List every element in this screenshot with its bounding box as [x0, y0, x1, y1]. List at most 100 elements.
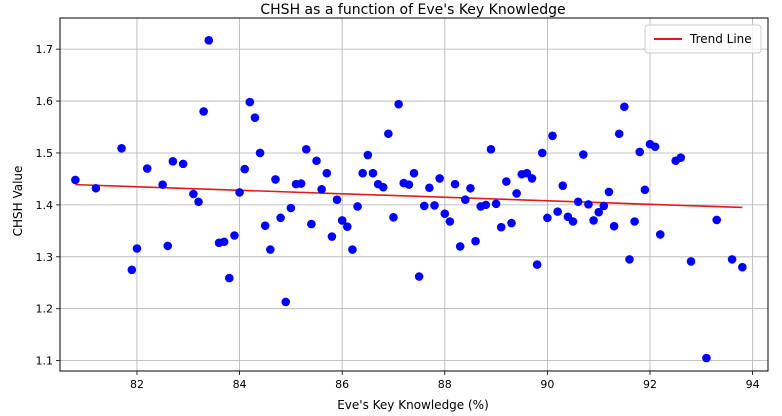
- data-point: [301, 145, 311, 154]
- data-point: [640, 185, 650, 195]
- data-point: [450, 179, 460, 189]
- points-layer: [71, 36, 747, 363]
- data-point: [250, 113, 260, 122]
- data-point: [204, 36, 214, 45]
- data-point: [266, 245, 275, 254]
- data-point: [620, 102, 629, 112]
- data-point: [240, 164, 249, 174]
- data-point: [230, 231, 239, 240]
- x-tick-label: 90: [540, 378, 554, 391]
- data-point: [425, 183, 434, 193]
- data-point: [712, 215, 721, 225]
- data-point: [194, 197, 203, 207]
- chart-title: CHSH as a function of Eve's Key Knowledg…: [260, 2, 565, 18]
- data-point: [573, 197, 583, 207]
- data-point: [271, 175, 280, 184]
- data-point: [358, 168, 367, 178]
- axes-layer: [59, 17, 769, 372]
- data-point: [158, 180, 167, 189]
- data-point: [368, 168, 378, 178]
- data-point: [543, 213, 552, 223]
- data-point: [117, 143, 126, 153]
- x-tick-label: 82: [130, 378, 144, 391]
- plot-frame: [59, 17, 769, 372]
- data-point: [738, 262, 747, 272]
- data-point: [255, 148, 265, 158]
- x-tick-label: 92: [643, 378, 657, 391]
- data-point: [394, 99, 403, 109]
- legend-trend-label: Trend Line: [689, 32, 752, 46]
- data-point: [127, 265, 137, 275]
- data-point: [702, 353, 711, 363]
- data-point: [317, 185, 326, 194]
- x-tick-label: 88: [438, 378, 452, 391]
- x-axis-label: Eve's Key Knowledge (%): [337, 398, 489, 412]
- y-tick-label: 1.1: [36, 355, 54, 368]
- data-point: [168, 156, 178, 166]
- data-point: [650, 142, 660, 152]
- data-point: [235, 188, 244, 197]
- data-point: [599, 201, 609, 211]
- data-point: [568, 217, 578, 226]
- trend-layer: [75, 183, 743, 209]
- data-point: [389, 213, 398, 222]
- data-point: [537, 148, 547, 158]
- y-tick-label: 1.5: [36, 147, 54, 160]
- data-point: [199, 107, 208, 116]
- data-point: [625, 255, 634, 264]
- data-point: [312, 156, 321, 166]
- y-tick-label: 1.7: [36, 43, 54, 56]
- data-point: [189, 189, 198, 199]
- data-point: [322, 168, 332, 178]
- y-tick-label: 1.4: [36, 199, 54, 212]
- data-point: [71, 175, 80, 185]
- legend: Trend Line: [644, 24, 762, 54]
- data-point: [532, 260, 542, 269]
- x-tick-label: 94: [746, 378, 760, 391]
- data-point: [404, 180, 414, 189]
- data-point: [245, 97, 255, 107]
- data-point: [502, 177, 511, 186]
- data-point: [548, 131, 557, 141]
- data-point: [507, 218, 516, 228]
- data-point: [414, 272, 424, 281]
- data-point: [132, 244, 142, 253]
- data-point: [327, 232, 337, 241]
- data-point: [353, 202, 362, 211]
- data-point: [686, 257, 696, 266]
- data-point: [348, 245, 357, 254]
- data-point: [496, 222, 506, 232]
- data-point: [455, 242, 465, 251]
- data-point: [589, 216, 598, 225]
- data-point: [614, 129, 624, 139]
- data-point: [579, 150, 588, 159]
- grid-layer: [60, 18, 768, 371]
- data-point: [163, 241, 173, 251]
- data-point: [286, 203, 296, 213]
- data-point: [225, 273, 234, 283]
- y-tick-label: 1.2: [36, 303, 54, 316]
- x-tick-label: 84: [233, 378, 247, 391]
- data-point: [553, 207, 562, 216]
- legend-box: [644, 24, 762, 54]
- data-point: [604, 187, 614, 197]
- data-point: [219, 237, 229, 247]
- data-point: [512, 189, 521, 198]
- data-point: [91, 183, 101, 193]
- data-point: [281, 297, 291, 307]
- ticks-layer: 82 84 86 88 90 92 94 1.1 1.2 1.3 1.4 1.5 1.6 1.7: [36, 43, 760, 391]
- data-point: [635, 147, 645, 157]
- data-point: [337, 216, 347, 225]
- data-point: [435, 174, 444, 183]
- data-point: [594, 207, 603, 217]
- data-point: [727, 255, 737, 264]
- trend-line: [75, 183, 743, 209]
- data-point: [558, 181, 568, 190]
- data-point: [409, 168, 419, 178]
- data-point: [378, 182, 388, 192]
- data-point: [332, 195, 342, 204]
- data-point: [276, 213, 285, 223]
- data-point: [481, 200, 491, 210]
- data-point: [178, 159, 188, 169]
